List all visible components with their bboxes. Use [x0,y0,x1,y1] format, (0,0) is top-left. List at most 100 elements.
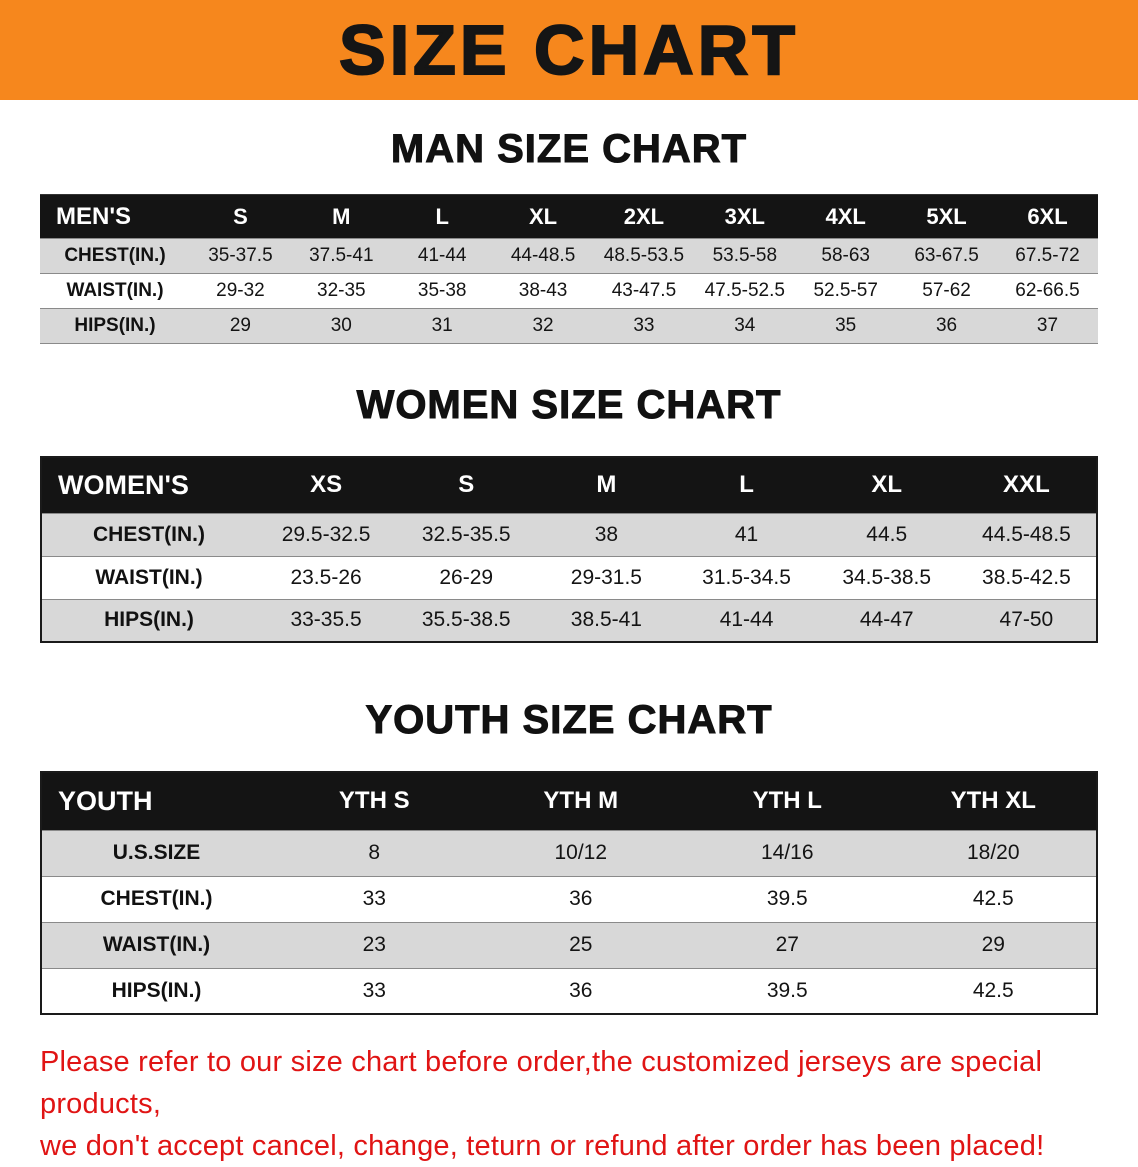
value-cell: 34.5-38.5 [842,565,932,589]
value-cell: 29-31.5 [570,565,642,589]
value-cell: 42.5 [972,887,1014,910]
column-header: 4XL [795,194,897,239]
value-cell: 35-37.5 [208,245,273,266]
value-cell: 35-38 [417,280,467,301]
column-header: YTH M [477,772,684,830]
value-cell: 42.5 [972,978,1014,1002]
table-row: CHEST(IN.) 33 36 39.5 42.5 [41,876,1097,922]
table-row: HIPS(IN.) 29 30 31 32 33 34 35 36 37 [40,308,1098,344]
value-cell: 62-66.5 [1015,280,1080,301]
column-header: 6XL [997,194,1098,239]
section-men: MAN SIZE CHART MEN'S S M L XL 2XL 3XL 4XL 5XL 6XL… [0,126,1138,344]
value-cell: 32 [532,315,554,336]
value-cell: 8 [368,841,381,864]
row-label: U.S.SIZE [112,841,201,864]
value-cell: 53.5-58 [712,245,778,266]
value-cell: 43-47.5 [611,280,677,301]
youth-size-table-container: YOUTH YTH S YTH M YTH L YTH XL U.S.SIZE 8 10/12… [40,771,1098,1015]
header-row: MEN'S S M L XL 2XL 3XL 4XL 5XL 6XL [40,194,1098,239]
value-cell: 37 [1036,315,1059,336]
value-cell: 33 [633,315,655,336]
value-cell: 35.5-38.5 [421,608,511,632]
value-cell: 31 [431,315,453,336]
column-header: L [676,457,817,513]
table-row: WAIST(IN.) 23.5-26 26-29 29-31.5 31.5-34.5 34… [41,556,1097,599]
value-cell: 41-44 [417,245,467,266]
header-row: WOMEN'S XS S M L XL XXL [41,457,1097,513]
header-row: YOUTH YTH S YTH M YTH L YTH XL [41,772,1097,830]
value-cell: 47.5-52.5 [704,280,785,301]
value-cell: 29 [981,933,1005,956]
value-cell: 38.5-42.5 [982,565,1071,589]
table-row: WAIST(IN.) 23 25 27 29 [41,922,1097,968]
row-label: CHEST(IN.) [93,522,205,546]
value-cell: 32.5-35.5 [421,522,511,546]
value-cell: 31.5-34.5 [702,565,791,589]
row-label: CHEST(IN.) [64,245,166,266]
column-header: YTH XL [890,772,1097,830]
column-header: M [290,194,392,239]
women-size-table-container: WOMEN'S XS S M L XL XXL CHEST(IN.) 29.5-32.5 32.5… [40,456,1098,643]
men-section-heading: MAN SIZE CHART [390,127,748,172]
value-cell: 14/16 [760,841,814,864]
disclaimer: Please refer to our size chart before or… [40,1041,1100,1167]
column-header: S [190,194,291,239]
value-cell: 47-50 [999,608,1054,632]
table-row: HIPS(IN.) 33 36 39.5 42.5 [41,968,1097,1014]
table-row: CHEST(IN.) 29.5-32.5 32.5-35.5 38 41 44.5 44.5… [41,513,1097,556]
column-header: 5XL [896,194,997,239]
column-header: M [536,457,677,513]
table-corner-label: MEN'S [40,194,190,239]
disclaimer-line1: Please refer to our size chart before or… [40,1046,1043,1120]
value-cell: 63-67.5 [914,245,979,266]
youth-section-heading: YOUTH SIZE CHART [365,698,773,743]
value-cell: 36 [569,978,593,1002]
value-cell: 57-62 [922,280,971,301]
value-cell: 67.5-72 [1015,245,1080,266]
column-header: YTH S [271,772,478,830]
value-cell: 34 [734,315,756,336]
column-header: L [391,194,493,239]
page-title: SIZE CHART [338,11,799,89]
column-header: XXL [956,457,1097,513]
table-row: HIPS(IN.) 33-35.5 35.5-38.5 38.5-41 41-44 44-… [41,599,1097,642]
value-cell: 30 [330,315,352,336]
row-label: WAIST(IN.) [95,565,203,589]
value-cell: 48.5-53.5 [603,245,685,266]
value-cell: 33 [362,978,386,1002]
value-cell: 33 [362,887,386,910]
table-row: U.S.SIZE 8 10/12 14/16 18/20 [41,830,1097,876]
value-cell: 38-43 [518,280,568,301]
column-header: XL [816,457,957,513]
value-cell: 44-47 [859,608,914,632]
value-cell: 23 [362,933,386,956]
value-cell: 27 [775,933,799,956]
value-cell: 39.5 [766,887,808,910]
size-table: MEN'S S M L XL 2XL 3XL 4XL 5XL 6XL CHEST(IN.) 35-37… [40,194,1098,344]
men-size-table-container: MEN'S S M L XL 2XL 3XL 4XL 5XL 6XL CHEST(IN.) 35-37… [40,194,1098,344]
row-label: HIPS(IN.) [74,315,156,336]
column-header: XL [492,194,594,239]
row-label: WAIST(IN.) [66,280,164,301]
value-cell: 58-63 [821,245,870,266]
row-label: HIPS(IN.) [104,608,194,632]
value-cell: 29 [229,315,251,336]
value-cell: 23.5-26 [290,565,362,589]
table-row: WAIST(IN.) 29-32 32-35 35-38 38-43 43-47.5 47.… [40,273,1098,309]
value-cell: 39.5 [766,978,808,1002]
table-corner-label: WOMEN'S [41,457,256,513]
column-header: S [396,457,537,513]
row-label: HIPS(IN.) [111,978,202,1002]
size-table: WOMEN'S XS S M L XL XXL CHEST(IN.) 29.5-32.5 32.5… [40,456,1098,643]
disclaimer-line2: we don't accept cancel, change, teturn o… [40,1130,1045,1162]
value-cell: 38.5-41 [570,608,642,632]
value-cell: 32-35 [317,280,366,301]
table-row: CHEST(IN.) 35-37.5 37.5-41 41-44 44-48.5 48.5… [40,238,1098,274]
value-cell: 36 [935,315,958,336]
banner: SIZE CHART [0,0,1138,100]
value-cell: 36 [569,887,593,910]
row-label: WAIST(IN.) [102,933,211,956]
section-youth: YOUTH SIZE CHART YOUTH YTH S YTH M YTH L YTH… [0,697,1138,1015]
value-cell: 44.5 [866,522,908,546]
